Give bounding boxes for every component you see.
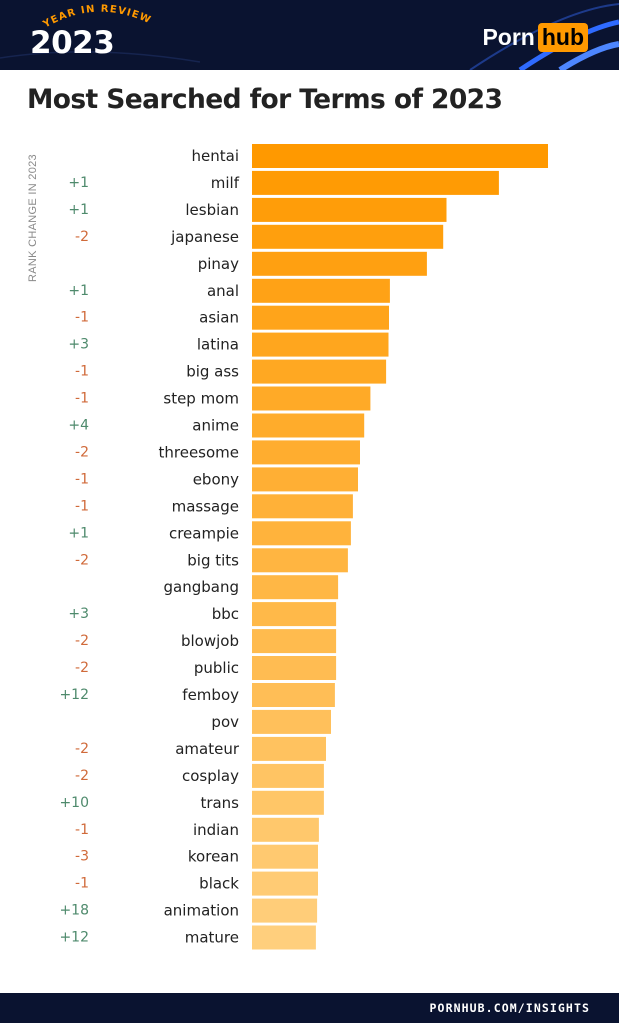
- bar-hentai: [252, 144, 548, 168]
- category-label: step mom: [163, 390, 239, 408]
- bar-pinay: [252, 251, 427, 276]
- footer-url: PORNHUB.COM/INSIGHTS: [429, 1001, 590, 1015]
- category-label: big ass: [186, 363, 239, 381]
- bar-femboy: [252, 683, 335, 707]
- bar-big-tits: [252, 548, 348, 573]
- rank-change-value: -3: [75, 849, 89, 865]
- bar-ebony: [252, 467, 358, 492]
- bar-threesome: [252, 440, 360, 465]
- rank-change-value: -1: [75, 822, 89, 838]
- rank-change-value: +3: [68, 606, 89, 622]
- bar-latina: [252, 332, 389, 357]
- bar-pov: [252, 709, 331, 734]
- rank-change-value: -1: [75, 471, 89, 487]
- header-banner: YEAR IN REVIEW 2023 Porn hub: [0, 0, 619, 70]
- bar-amateur: [252, 736, 326, 761]
- category-label: gangbang: [164, 578, 239, 596]
- bar-black: [252, 871, 318, 896]
- category-label: pinay: [198, 255, 239, 273]
- rank-change-value: +1: [68, 175, 89, 191]
- category-label: black: [199, 875, 239, 893]
- rank-change-value: -2: [75, 552, 89, 568]
- bar-blowjob: [252, 629, 337, 654]
- bar-trans: [252, 790, 324, 815]
- rank-change-value: -1: [75, 310, 89, 326]
- category-label: threesome: [158, 443, 239, 461]
- bar-anime: [252, 413, 365, 438]
- bar-animation: [252, 898, 318, 923]
- category-label: cosplay: [182, 767, 239, 785]
- bar-creampie: [252, 521, 351, 546]
- rank-change-value: +1: [68, 283, 89, 299]
- bar-japanese: [252, 224, 444, 249]
- bar-gangbang: [252, 575, 339, 600]
- category-label: big tits: [187, 551, 239, 569]
- category-label: mature: [185, 929, 239, 947]
- rank-change-value: +18: [59, 903, 89, 919]
- brand-logo-part2: hub: [537, 22, 588, 52]
- category-label: indian: [193, 821, 239, 839]
- brand-logo-part1: Porn: [482, 23, 535, 50]
- category-label: animation: [164, 902, 239, 920]
- category-label: bbc: [212, 605, 239, 623]
- bar-asian: [252, 305, 389, 330]
- bar-lesbian: [252, 197, 447, 222]
- bar-massage: [252, 494, 353, 519]
- rank-change-value: +1: [68, 525, 89, 541]
- rank-change-value: +10: [59, 795, 89, 811]
- bar-cosplay: [252, 763, 324, 788]
- category-label: anime: [192, 417, 239, 435]
- footer-banner: PORNHUB.COM/INSIGHTS: [0, 993, 619, 1023]
- rank-change-value: -2: [75, 633, 89, 649]
- rank-change-value: -1: [75, 876, 89, 892]
- rank-change-value: -2: [75, 741, 89, 757]
- rank-change-value: -2: [75, 660, 89, 676]
- bar-korean: [252, 844, 318, 869]
- rank-change-value: +4: [68, 418, 89, 434]
- chart-title: Most Searched for Terms of 2023: [27, 84, 503, 115]
- category-label: pov: [211, 713, 239, 731]
- rank-change-value: -1: [75, 391, 89, 407]
- bar-anal: [252, 278, 390, 303]
- category-label: hentai: [192, 147, 239, 165]
- rank-change-value: -2: [75, 768, 89, 784]
- bar-bbc: [252, 602, 337, 627]
- rank-change-value: -1: [75, 498, 89, 514]
- category-label: creampie: [169, 524, 239, 542]
- rank-change-value: +3: [68, 337, 89, 353]
- bar-milf: [252, 170, 499, 195]
- bar-big-ass: [252, 359, 387, 384]
- bar-mature: [252, 925, 316, 950]
- category-label: blowjob: [181, 632, 239, 650]
- brand-logo: Porn hub: [482, 22, 588, 52]
- review-year: 2023: [30, 25, 115, 61]
- bar-chart: hentai milf +1 lesbian +1 japanese -2 pinay anal…: [59, 144, 548, 950]
- category-label: ebony: [193, 470, 239, 488]
- category-label: anal: [207, 282, 239, 300]
- category-label: trans: [200, 794, 239, 812]
- rank-change-value: +12: [59, 930, 89, 946]
- category-label: public: [194, 659, 239, 677]
- category-label: milf: [211, 174, 240, 192]
- rank-change-value: +1: [68, 202, 89, 218]
- bar-indian: [252, 817, 319, 842]
- category-label: japanese: [170, 228, 239, 246]
- category-label: lesbian: [185, 201, 239, 219]
- rank-change-value: +12: [59, 687, 89, 703]
- bar-step-mom: [252, 386, 371, 411]
- rank-change-value: -1: [75, 364, 89, 380]
- category-label: amateur: [175, 740, 240, 758]
- rank-change-value: -2: [75, 229, 89, 245]
- bar-public: [252, 656, 337, 680]
- category-label: latina: [197, 336, 239, 354]
- category-label: massage: [172, 497, 239, 515]
- category-label: femboy: [182, 686, 239, 704]
- category-label: korean: [188, 848, 239, 866]
- category-label: asian: [199, 309, 239, 327]
- rank-change-value: -2: [75, 444, 89, 460]
